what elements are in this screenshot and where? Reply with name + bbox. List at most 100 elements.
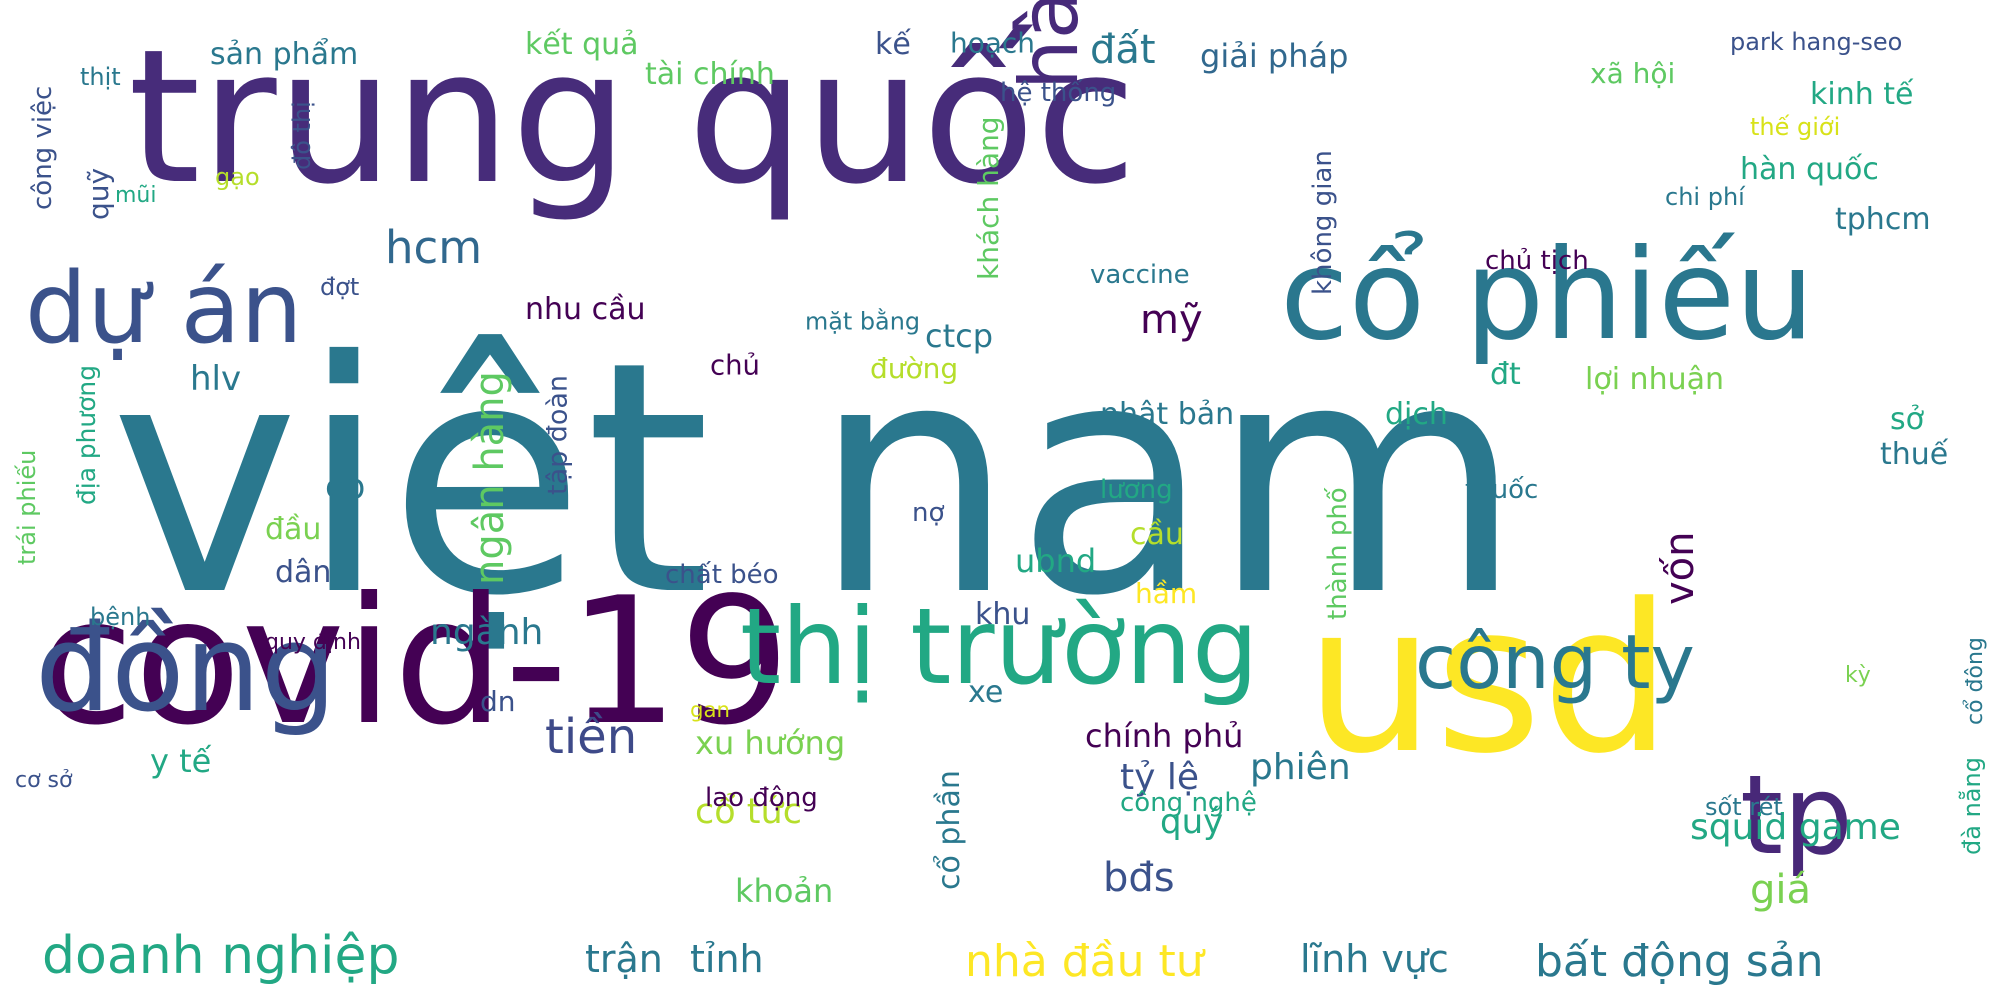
- word-xa-hoi: xã hội: [1590, 57, 1676, 90]
- word-so: sở: [1890, 402, 1924, 437]
- word-linh-vuc: lĩnh vực: [1300, 937, 1449, 981]
- word-trai-phieu: trái phiếu: [13, 449, 41, 565]
- word-khu: khu: [975, 597, 1031, 632]
- word-quy: quỹ: [82, 167, 115, 220]
- word-trung-quoc: trung quốc: [128, 9, 1137, 225]
- word-the-gioi: thế giới: [1750, 113, 1841, 141]
- word-viet-nam: việt nam: [110, 294, 1523, 666]
- word-bat-dong-san: bất động sản: [1535, 936, 1824, 987]
- word-tien: tiền: [545, 709, 638, 765]
- word-luong: lương: [1100, 475, 1173, 505]
- word-my: mỹ: [1140, 297, 1203, 343]
- word-usd: usd: [1305, 561, 1672, 799]
- word-thuoc: thuốc: [1465, 475, 1539, 505]
- word-ctcp: ctcp: [925, 317, 994, 355]
- word-tinh: tỉnh: [690, 937, 764, 981]
- word-xu-huong: xu hướng: [695, 724, 846, 762]
- word-ty-le: tỷ lệ: [1120, 757, 1200, 798]
- word-he-thong: hệ thống: [1000, 78, 1117, 108]
- word-dau: đầu: [265, 512, 322, 547]
- word-bds: bđs: [1103, 855, 1175, 901]
- word-squid-game: squid game: [1690, 807, 1901, 848]
- word-tai-chinh: tài chính: [645, 57, 775, 92]
- word-dot: đợt: [320, 273, 360, 301]
- word-cong-nghe: công nghệ: [1120, 788, 1257, 818]
- word-co-so: cơ sở: [15, 768, 73, 793]
- word-tran: trận: [585, 937, 663, 981]
- word-dan: dân: [275, 555, 332, 590]
- word-dong: đồng: [35, 600, 337, 739]
- word-nhu-cau: nhu cầu: [525, 292, 646, 327]
- word-giai-phap: giải pháp: [1200, 37, 1349, 75]
- word-khach-hang: khách hàng: [972, 116, 1005, 280]
- word-xe: xe: [968, 675, 1004, 710]
- word-ke: kế: [875, 27, 911, 62]
- word-hlv: hlv: [190, 359, 242, 399]
- word-dia-phuong: địa phương: [72, 365, 102, 505]
- word-no: nợ: [912, 498, 945, 528]
- word-cong-viec: công việc: [28, 85, 58, 210]
- word-vaccine: vaccine: [1090, 260, 1190, 290]
- word-da-nang: đà nẵng: [1958, 757, 1986, 855]
- word-hcm: hcm: [385, 221, 483, 274]
- word-tphcm: tphcm: [1835, 202, 1931, 237]
- word-doanh-nghiep: doanh nghiệp: [42, 926, 400, 986]
- word-phien: phiên: [1250, 747, 1351, 788]
- word-nhat-ban: nhật bản: [1100, 397, 1235, 432]
- word-khong-gian: không gian: [1308, 150, 1338, 295]
- word-co-dong: cổ đông: [1963, 637, 1988, 725]
- word-lao-dong: lao động: [705, 783, 818, 813]
- word-gao: gạo: [215, 163, 260, 191]
- word-gia: giá: [1750, 867, 1812, 913]
- word-co-phieu: cổ phiếu: [1280, 223, 1815, 368]
- word-duong: đường: [870, 352, 959, 385]
- word-nganh: ngành: [430, 612, 544, 653]
- word-co-tuc: cổ tức: [695, 792, 802, 832]
- word-chu-tich: chủ tịch: [1485, 246, 1589, 276]
- word-tp: tp: [1740, 751, 1853, 879]
- word-quy: quý: [1160, 802, 1224, 842]
- word-nha-dau-tu: nhà đầu tư: [965, 936, 1204, 987]
- word-dn: dn: [480, 685, 516, 718]
- word-mat-bang: mặt bằng: [805, 308, 920, 336]
- word-khoan: khoản: [735, 872, 834, 910]
- word-tap-doan: tập đoàn: [542, 375, 574, 495]
- word-dat: đất: [1090, 27, 1156, 73]
- word-do-thi: đô thị: [288, 101, 316, 170]
- word-cong-ty: công ty: [1415, 618, 1695, 706]
- word-ky: kỳ: [1845, 663, 1871, 688]
- word-y-te: y tế: [150, 742, 212, 780]
- word-ham: hầm: [1135, 577, 1198, 610]
- word-du-an: dự án: [25, 252, 303, 366]
- word-chu: chủ: [710, 349, 760, 382]
- word-benh: bệnh: [90, 603, 151, 631]
- word-gan: gan: [690, 698, 730, 723]
- word-sot-ret: sốt rét: [1705, 793, 1783, 821]
- word-ubnd: ubnd: [1015, 542, 1097, 580]
- word-chat-beo: chất béo: [665, 560, 779, 590]
- word-mui: mũi: [115, 183, 157, 208]
- word-loi-nhuan: lợi nhuận: [1585, 362, 1724, 397]
- word-park-hang-seo: park hang-seo: [1730, 28, 1903, 56]
- word-quy-dinh: quy định: [265, 630, 361, 655]
- word-kinh-te: kinh tế: [1810, 77, 1914, 112]
- word-dt: đt: [1490, 357, 1521, 392]
- word-cp: cp: [325, 467, 366, 507]
- word-thit: thịt: [80, 63, 121, 91]
- word-covid-19: covid-19: [38, 561, 791, 764]
- word-ket-qua: kết quả: [525, 27, 639, 62]
- word-cau: cầu: [1130, 517, 1184, 552]
- word-chi-phi: chi phí: [1665, 183, 1745, 211]
- word-dich: dịch: [1385, 397, 1448, 432]
- word-san-pham: sản phẩm: [210, 37, 359, 72]
- word-co-phan: cổ phần: [932, 770, 967, 890]
- word-thanh-pho: thành phố: [1323, 487, 1353, 620]
- word-ngan-hang: ngân hàng: [467, 371, 513, 585]
- word-chinh-phu: chính phủ: [1085, 717, 1244, 755]
- word-thi-truong: thị trường: [740, 586, 1259, 708]
- word-von: vốn: [1657, 531, 1703, 606]
- word-thue: thuế: [1880, 437, 1949, 472]
- word-hoach: hoạch: [950, 27, 1035, 60]
- word-han-quoc: hàn quốc: [1740, 152, 1879, 187]
